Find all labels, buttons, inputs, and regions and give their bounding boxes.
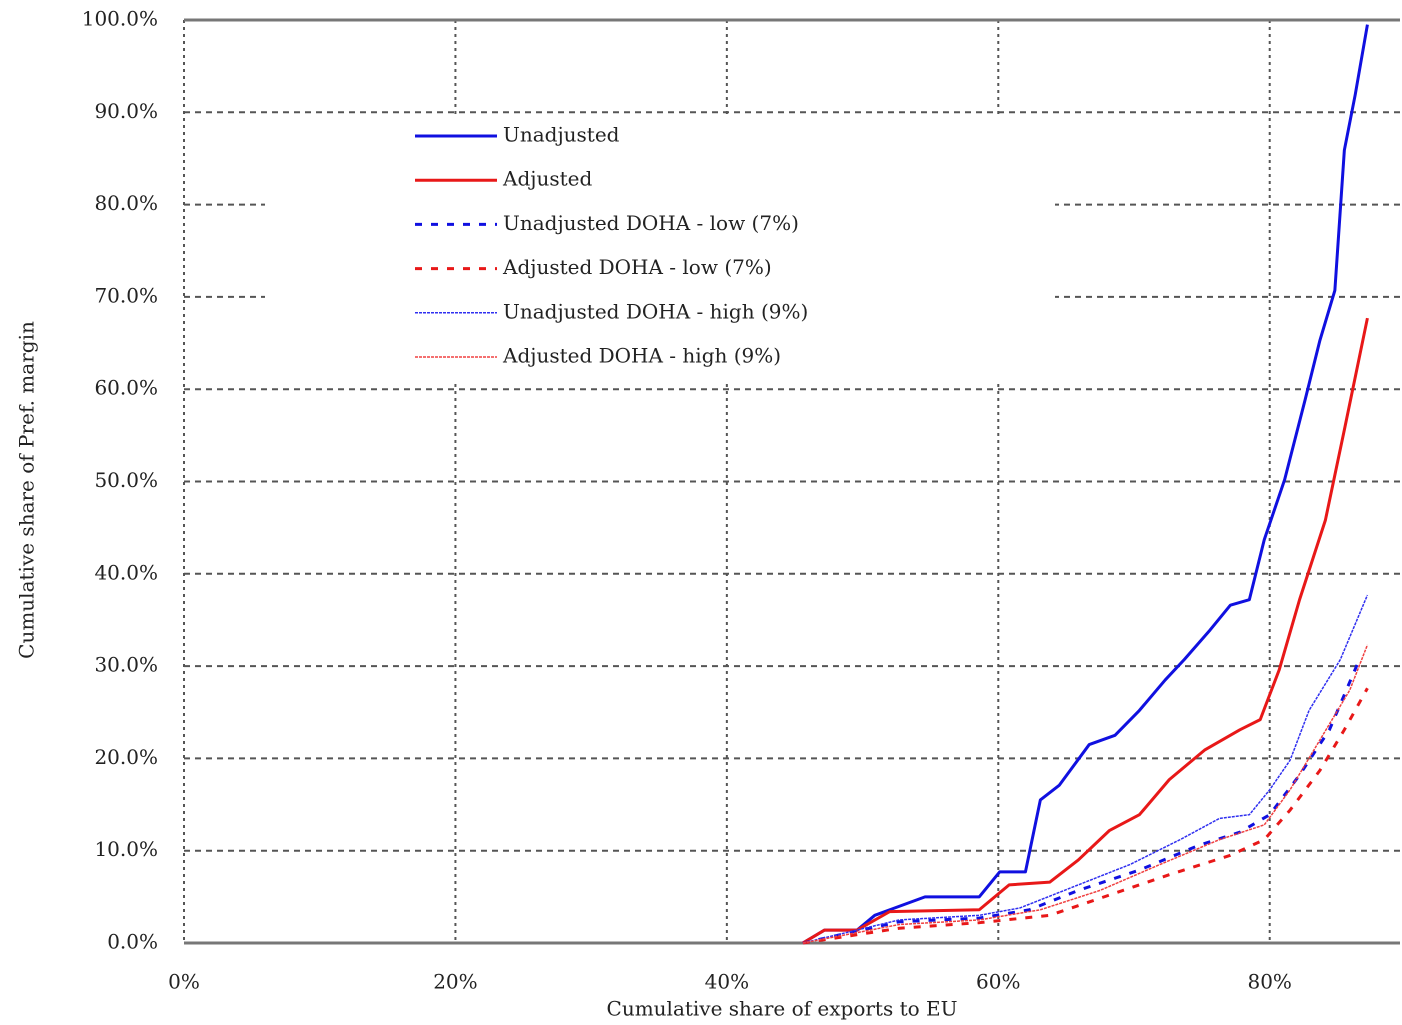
- y-tick-label: 20.0%: [94, 745, 158, 769]
- x-tick-label: 80%: [1247, 970, 1291, 994]
- series-line: [802, 594, 1369, 944]
- y-tick-label: 0.0%: [107, 930, 158, 954]
- y-tick-label: 10.0%: [94, 837, 158, 861]
- y-tick-label: 90.0%: [94, 99, 158, 123]
- x-tick-label: 0%: [168, 970, 200, 994]
- series-line: [802, 317, 1369, 945]
- legend-box: [265, 118, 1055, 380]
- legend-label: Unadjusted: [503, 123, 620, 147]
- x-tick-label: 60%: [976, 970, 1020, 994]
- x-tick-label: 40%: [705, 970, 749, 994]
- y-tick-label: 80.0%: [94, 191, 158, 215]
- y-tick-label: 100.0%: [82, 7, 158, 31]
- legend-label: Adjusted DOHA - low (7%): [502, 255, 772, 279]
- y-axis-label: Cumulative share of Pref. margin: [15, 321, 39, 659]
- legend-label: Adjusted DOHA - high (9%): [502, 344, 781, 368]
- series-line: [802, 24, 1369, 945]
- y-tick-label: 60.0%: [94, 376, 158, 400]
- legend-label: Unadjusted DOHA - high (9%): [503, 299, 808, 323]
- legend-label: Unadjusted DOHA - low (7%): [503, 211, 799, 235]
- x-axis-label: Cumulative share of exports to EU: [607, 997, 958, 1021]
- legend-label: Adjusted: [502, 167, 592, 191]
- y-tick-label: 30.0%: [94, 653, 158, 677]
- y-tick-label: 50.0%: [94, 468, 158, 492]
- x-tick-label: 20%: [433, 970, 477, 994]
- y-tick-label: 40.0%: [94, 560, 158, 584]
- series-line: [802, 644, 1369, 944]
- y-tick-label: 70.0%: [94, 283, 158, 307]
- series-line: [802, 687, 1369, 945]
- series-line: [802, 659, 1361, 945]
